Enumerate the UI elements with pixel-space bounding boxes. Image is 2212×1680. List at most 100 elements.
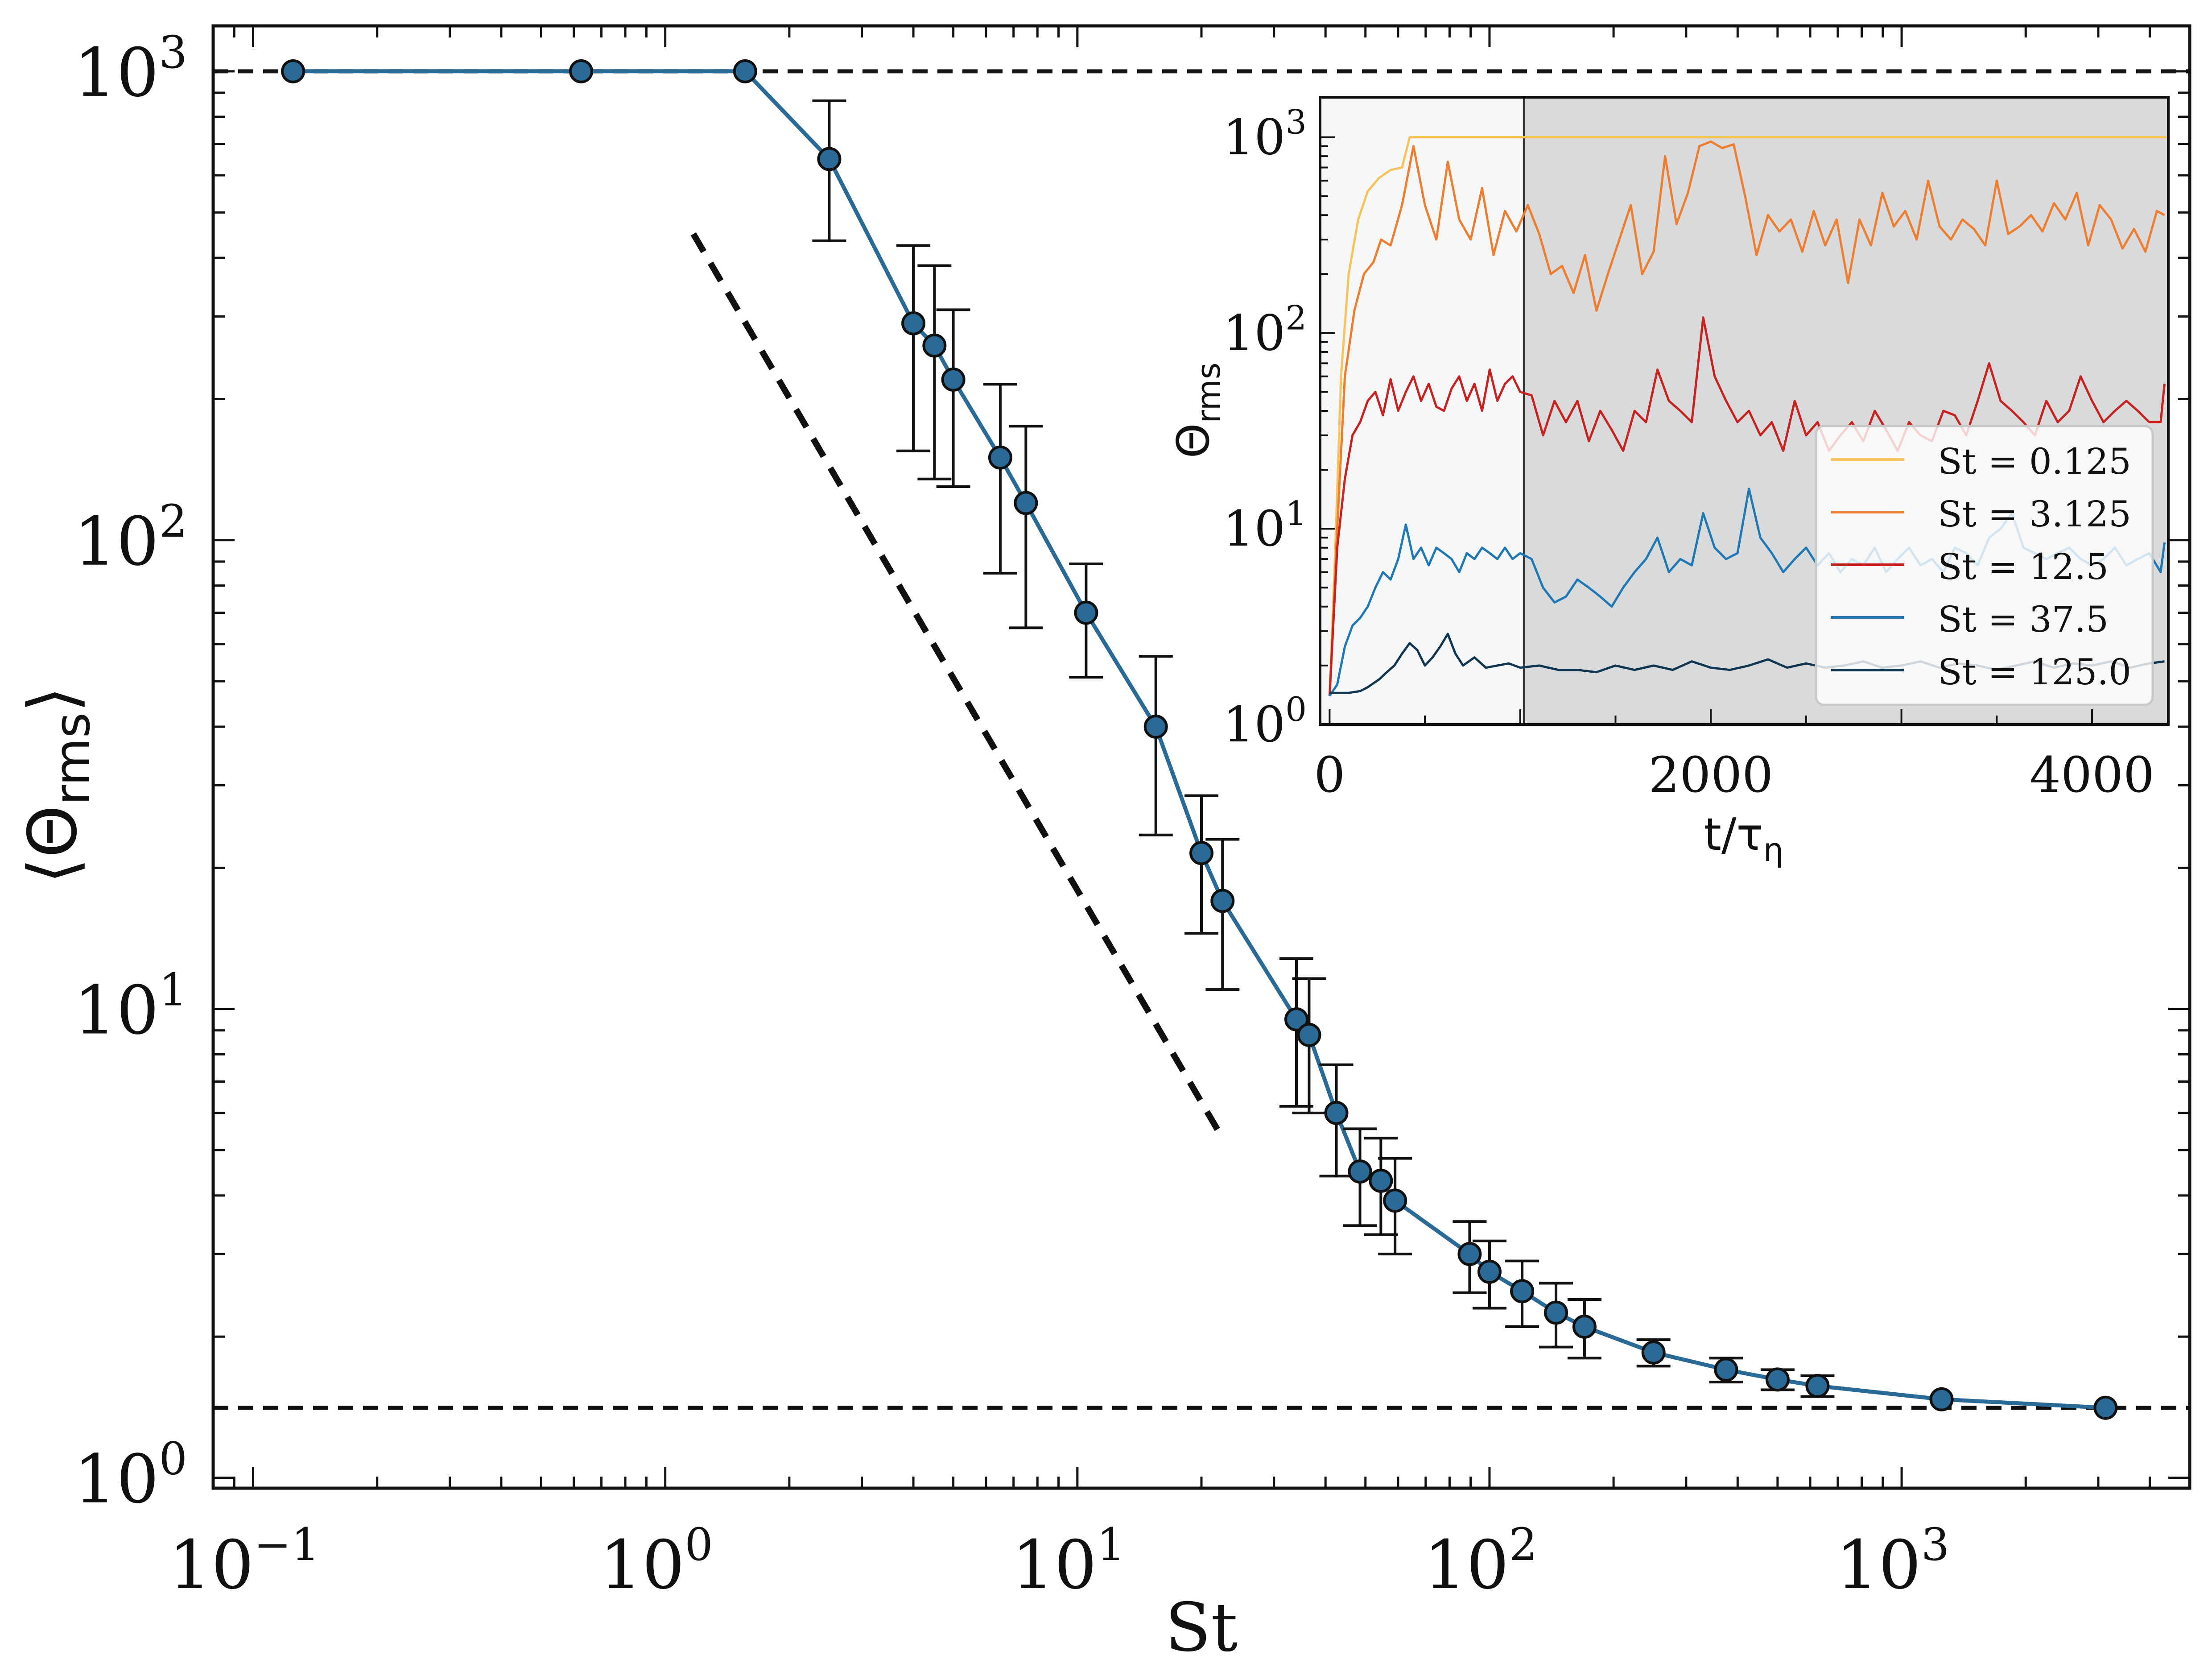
main-x-tick-label-base: 10 — [169, 1527, 254, 1604]
main-y-tick-label-exp: 0 — [159, 1433, 187, 1485]
inset-y-axis-label-sub: rms — [1190, 363, 1227, 423]
main-data-point — [1324, 1101, 1349, 1125]
main-data-point — [1929, 1387, 1954, 1411]
main-slope-guide — [690, 232, 1226, 1140]
main-data-point — [1805, 1374, 1830, 1398]
main-data-point — [1189, 841, 1213, 865]
main-y-tick-label-exp: 3 — [159, 26, 187, 79]
main-data-point — [1014, 491, 1038, 515]
main-data-point — [1284, 1007, 1308, 1032]
inset-y-tick-label-base: 10 — [1223, 304, 1285, 361]
main-data-point — [733, 59, 757, 83]
main-y-axis-label-sub: rms — [44, 712, 101, 805]
inset-x-tick-label: 0 — [1314, 746, 1345, 803]
main-x-tick-label-base: 10 — [1424, 1527, 1509, 1604]
main-data-point — [1510, 1279, 1535, 1303]
inset-legend-box — [1815, 425, 2154, 706]
inset-series-line — [1328, 316, 2166, 696]
main-data-point — [1210, 889, 1235, 913]
main-data-point — [1297, 1023, 1321, 1047]
inset-y-tick-label: 103 — [1223, 103, 1307, 166]
main-x-tick-label-base: 10 — [1012, 1527, 1097, 1604]
main-data-point — [817, 147, 842, 171]
inset-legend-label: St = 125.0 — [1938, 651, 2131, 693]
main-data-point — [988, 445, 1012, 470]
main-x-tick-label: 10−1 — [169, 1519, 319, 1604]
main-x-tick-label-exp: 3 — [1921, 1519, 1950, 1571]
main-y-tick-label-exp: 1 — [159, 964, 187, 1016]
main-data-point — [569, 59, 594, 83]
main-data-point — [1477, 1259, 1502, 1284]
main-x-tick-label-exp: 0 — [685, 1519, 713, 1571]
inset-y-tick-label-exp: 2 — [1285, 298, 1307, 337]
main-data-point — [1641, 1340, 1666, 1365]
main-plot-frame — [211, 24, 2191, 1490]
main-data-point — [941, 367, 966, 392]
inset-y-tick-label: 101 — [1223, 494, 1307, 557]
inset-legend-label: St = 12.5 — [1938, 546, 2109, 588]
main-data-point — [1383, 1188, 1407, 1213]
main-x-tick-label: 102 — [1424, 1519, 1538, 1604]
main-x-tick-label: 101 — [1012, 1519, 1126, 1604]
main-y-tick-label: 101 — [74, 964, 188, 1050]
inset-x-axis-label-text: t/τ — [1704, 808, 1763, 861]
inset-legend-label: St = 3.125 — [1938, 493, 2131, 535]
main-data-point — [1457, 1242, 1482, 1266]
main-y-tick-label: 100 — [74, 1433, 188, 1519]
main-series — [281, 59, 2118, 1420]
inset-transient-region — [1320, 97, 1524, 724]
inset-plot-frame — [1319, 96, 2170, 726]
inset-legend: St = 0.125 St = 3.125 St = 12.5 St = 37.5 St… — [1815, 425, 2154, 706]
main-data-point — [1348, 1159, 1372, 1184]
main-data-point — [922, 333, 947, 358]
inset-x-axis-label: t/τη — [1704, 808, 1784, 869]
main-x-tick-label-base: 10 — [1836, 1527, 1921, 1604]
main-data-point — [1544, 1300, 1568, 1325]
main-y-tick-label-base: 10 — [74, 972, 159, 1050]
inset-series — [1328, 136, 2168, 697]
inset-x-axis-label-sub: η — [1763, 831, 1784, 869]
main-data-point — [1074, 600, 1098, 625]
main-y-tick-label-exp: 2 — [159, 495, 187, 547]
main-y-tick-label: 102 — [74, 495, 188, 581]
inset-y-tick-label-exp: 1 — [1285, 494, 1307, 533]
main-axis-ticks — [212, 26, 2191, 1488]
main-x-tick-label: 103 — [1836, 1519, 1950, 1604]
main-data-point — [1714, 1357, 1738, 1382]
main-data-point — [281, 59, 305, 83]
inset-y-tick-label-base: 10 — [1223, 696, 1285, 753]
inset-y-tick-label: 100 — [1223, 690, 1307, 753]
inset-series-line — [1328, 136, 2168, 696]
main-x-tick-label-base: 10 — [599, 1527, 685, 1604]
inset-y-tick-label: 102 — [1223, 298, 1307, 361]
main-y-tick-label: 103 — [74, 26, 188, 112]
main-data-point — [1765, 1367, 1790, 1392]
main-x-tick-label: 100 — [599, 1519, 713, 1604]
inset-legend-label: St = 0.125 — [1938, 441, 2131, 482]
main-x-tick-label-exp: −1 — [254, 1519, 319, 1571]
main-y-axis-label-symbol: Θ — [14, 805, 92, 858]
inset-y-tick-label-exp: 3 — [1285, 103, 1307, 142]
inset-y-axis-label: Θrms — [1167, 363, 1227, 459]
inset-x-tick-label: 2000 — [1648, 746, 1773, 803]
main-y-tick-label-base: 10 — [74, 503, 159, 581]
inset-y-tick-label-exp: 0 — [1285, 690, 1307, 729]
main-x-axis-label: St — [1165, 1589, 1238, 1667]
inset-x-tick-label: 4000 — [2030, 746, 2154, 803]
inset-legend-label: St = 37.5 — [1938, 599, 2109, 640]
main-data-point — [1572, 1314, 1597, 1339]
main-data-point — [2093, 1395, 2118, 1420]
main-y-tick-label-base: 10 — [74, 1441, 159, 1519]
inset-y-tick-label-base: 10 — [1223, 109, 1285, 166]
main-data-point — [901, 311, 926, 335]
main-data-point — [1143, 714, 1168, 739]
main-y-tick-label-base: 10 — [74, 34, 159, 112]
inset-y-tick-label-base: 10 — [1223, 500, 1285, 557]
inset-y-axis-label-symbol: Θ — [1167, 423, 1219, 459]
main-x-tick-label-exp: 1 — [1097, 1519, 1125, 1571]
inset-series-line — [1328, 140, 2165, 696]
